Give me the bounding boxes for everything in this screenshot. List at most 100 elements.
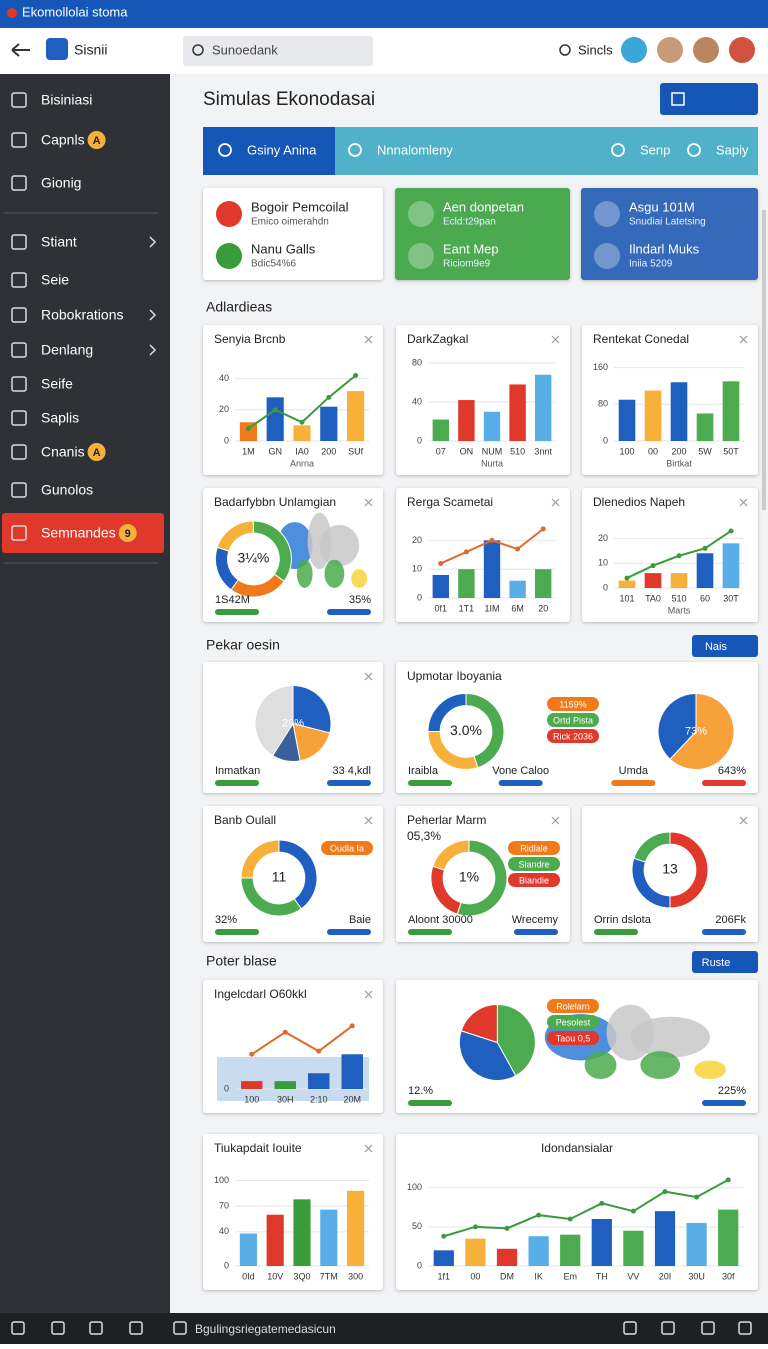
- x-tick-label: 510: [671, 593, 686, 603]
- bar: [241, 1081, 263, 1089]
- line-point: [650, 563, 656, 569]
- tab[interactable]: Gsiny Anina: [247, 142, 317, 157]
- caption-bar: [408, 929, 452, 935]
- ring-center-label: 29%: [282, 717, 304, 729]
- nav-item[interactable]: Robokrations: [41, 307, 124, 323]
- nav-badge: [87, 443, 106, 461]
- x-tick-label: 3Q0: [293, 1271, 310, 1281]
- info-subtitle: Riciom9e9: [443, 259, 491, 270]
- avatar[interactable]: [657, 37, 683, 63]
- taskbar-icon[interactable]: [173, 1321, 187, 1335]
- primary-button[interactable]: [660, 83, 758, 115]
- line-point: [282, 1029, 288, 1035]
- x-tick-label: SUf: [348, 446, 364, 456]
- sidebar: [0, 74, 170, 1314]
- nav-item[interactable]: Bisiniasi: [41, 92, 92, 108]
- close-button[interactable]: [551, 816, 560, 825]
- close-button[interactable]: [739, 335, 748, 344]
- close-button[interactable]: [364, 1144, 373, 1153]
- search-box[interactable]: [183, 36, 373, 66]
- bar: [670, 573, 688, 588]
- workspace-icon: [46, 38, 68, 60]
- avatar[interactable]: [729, 37, 755, 63]
- back-button[interactable]: [11, 43, 30, 57]
- section-button[interactable]: [692, 635, 758, 657]
- map-region: [640, 1051, 681, 1080]
- close-button[interactable]: [364, 816, 373, 825]
- tab[interactable]: Nnnalomleny: [377, 142, 453, 157]
- tag-pill: [508, 873, 560, 887]
- nav-icon: [11, 234, 27, 250]
- bar: [623, 1230, 644, 1266]
- nav-item[interactable]: Seie: [41, 272, 69, 288]
- close-button[interactable]: [364, 498, 373, 507]
- nav-item[interactable]: Seife: [41, 376, 73, 392]
- bar: [293, 1199, 311, 1266]
- nav-item[interactable]: Gionig: [41, 175, 81, 191]
- taskbar-icon[interactable]: [661, 1321, 675, 1335]
- line-point: [472, 1224, 478, 1230]
- close-button[interactable]: [364, 335, 373, 344]
- close-button[interactable]: [364, 990, 373, 999]
- tab-icon: [687, 143, 701, 157]
- section-button[interactable]: [692, 951, 758, 973]
- bar: [347, 391, 365, 441]
- x-tick-label: 1T1: [459, 603, 475, 613]
- nav-item[interactable]: Gunolos: [41, 482, 93, 498]
- taskbar-icon[interactable]: [89, 1321, 103, 1335]
- tag-label: Pesolest: [556, 1017, 591, 1027]
- nav-item[interactable]: Denlang: [41, 342, 93, 358]
- avatar[interactable]: [693, 37, 719, 63]
- ring-segment: [216, 520, 254, 552]
- bar: [483, 411, 501, 441]
- nav-item[interactable]: Saplis: [41, 410, 79, 426]
- ring-center-label: 11: [272, 869, 287, 885]
- caption-bar: [408, 780, 452, 786]
- ring-segment: [254, 684, 294, 757]
- x-tick-label: 10V: [267, 1271, 283, 1281]
- tab[interactable]: Senp: [640, 142, 670, 157]
- taskbar-icon[interactable]: [51, 1321, 65, 1335]
- close-button[interactable]: [739, 498, 748, 507]
- line-point: [504, 1225, 510, 1231]
- bar: [718, 1209, 739, 1266]
- close-button[interactable]: [551, 335, 560, 344]
- ring-segment: [458, 1030, 517, 1081]
- close-button[interactable]: [364, 672, 373, 681]
- nav-item[interactable]: Stiant: [41, 234, 77, 250]
- line-point: [662, 1189, 668, 1195]
- x-tick-label: 100: [619, 446, 634, 456]
- page-title: Simulas Ekonodasai: [203, 89, 375, 110]
- y-tick-label: 0: [417, 1260, 422, 1270]
- search-placeholder: Sunoedank: [212, 42, 278, 57]
- title-bar: [0, 0, 768, 28]
- close-button[interactable]: [739, 816, 748, 825]
- workspace-name[interactable]: Sisnii: [74, 42, 107, 58]
- line-point: [316, 1048, 322, 1054]
- map-region: [324, 559, 345, 588]
- taskbar-icon[interactable]: [129, 1321, 143, 1335]
- nav-item[interactable]: Semnandes: [41, 525, 116, 541]
- nav-icon: [11, 132, 27, 148]
- tag-label: Taou 0,5: [556, 1033, 591, 1043]
- tab-active[interactable]: [203, 127, 335, 175]
- y-tick-label: 40: [219, 373, 229, 383]
- nav-chevron: [149, 344, 157, 356]
- tag-label: Ridlale: [520, 843, 548, 853]
- taskbar-icon[interactable]: [701, 1321, 715, 1335]
- y-tick-label: 0: [224, 1260, 229, 1270]
- avatar[interactable]: [621, 37, 647, 63]
- taskbar-icon[interactable]: [11, 1321, 25, 1335]
- close-button[interactable]: [551, 498, 560, 507]
- nav-item[interactable]: Capnls: [41, 132, 85, 148]
- taskbar-icon[interactable]: [738, 1321, 752, 1335]
- bar: [528, 1236, 549, 1266]
- taskbar-icon[interactable]: [623, 1321, 637, 1335]
- nav-item[interactable]: Cnanis: [41, 444, 85, 460]
- y-tick-label: 0: [417, 435, 422, 445]
- sync-button[interactable]: Sincls: [578, 42, 613, 57]
- map-region: [630, 1016, 711, 1058]
- tag-pill: [547, 729, 599, 743]
- taskbar-search[interactable]: Bgulingsriegatemedasicun: [195, 1322, 336, 1336]
- tab[interactable]: Sapiy: [716, 142, 749, 157]
